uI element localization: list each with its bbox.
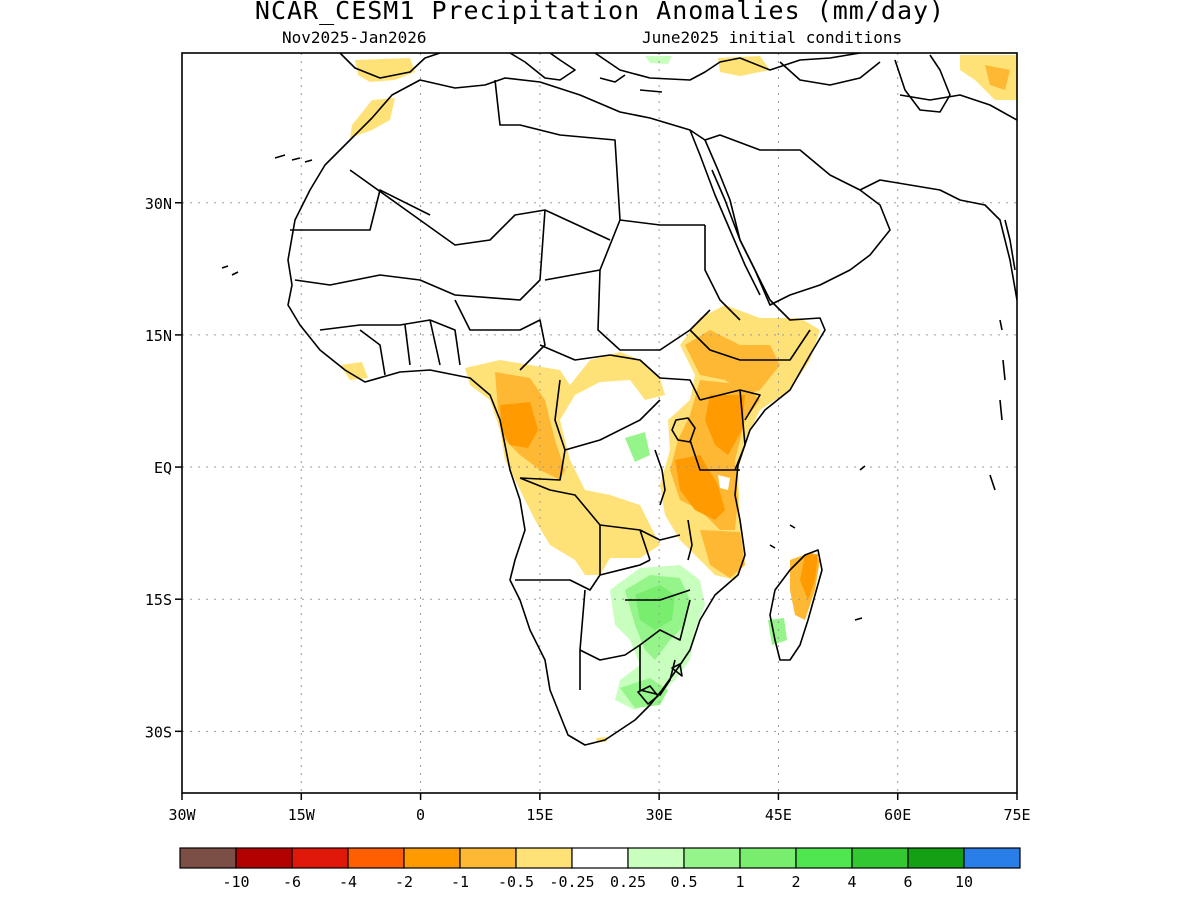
lesotho-border <box>637 685 659 705</box>
colorbar-swatch <box>515 847 573 869</box>
colorbar-swatch <box>459 847 517 869</box>
colorbar-swatch <box>683 847 741 869</box>
lake-malawi <box>687 519 693 561</box>
colorbar-label: 1 <box>735 873 744 891</box>
colorbar-swatch <box>795 847 853 869</box>
mediterranean-islands <box>599 74 663 93</box>
longitude-axis: 30W 15W 0 15E 30E 45E 60E 75E <box>168 793 1031 824</box>
colorbar-label: -6 <box>283 873 301 891</box>
latitude-axis: 30N 15N EQ 15S 30S <box>145 195 182 741</box>
anomaly-patch-guinea-coast <box>340 362 368 380</box>
arabia-coastline <box>704 134 891 306</box>
anomaly-patch-kenya-white <box>718 475 730 490</box>
anomaly-patch-zimbabwe-strong <box>635 585 675 630</box>
iran-north <box>899 94 1017 121</box>
map-gridlines <box>182 53 1017 793</box>
canary-islands <box>274 154 313 163</box>
colorbar-label: -0.25 <box>549 873 594 891</box>
lon-tick-label: 15W <box>288 806 316 824</box>
europe-coastline <box>339 53 441 79</box>
map-frame <box>181 52 1018 794</box>
coastlines <box>221 53 1017 746</box>
border-west-africa <box>319 299 546 376</box>
anomaly-shading <box>340 55 1017 742</box>
colorbar-swatch <box>627 847 685 869</box>
border-sahel <box>290 189 711 351</box>
lon-tick-label: 45E <box>765 806 792 824</box>
iran-coastline <box>859 179 1017 301</box>
colorbar-label: 4 <box>847 873 856 891</box>
colorbar-swatch <box>235 847 293 869</box>
colorbar-swatch <box>179 847 237 869</box>
colorbar-label: 10 <box>955 873 973 891</box>
anomaly-patch-iberia <box>355 58 415 82</box>
balkans-coastline <box>594 53 861 81</box>
anomaly-patch-balkans-green <box>645 56 672 64</box>
chart-title: NCAR_CESM1 Precipitation Anomalies (mm/d… <box>254 0 946 25</box>
border-angola-zambia <box>515 525 681 591</box>
anomaly-patch-madagascar-strong <box>800 554 818 600</box>
india-coast <box>1004 219 1016 271</box>
colorbar-label: 6 <box>903 873 912 891</box>
forecast-period: Nov2025-Jan2026 <box>282 28 427 47</box>
colorbar-label: -2 <box>395 873 413 891</box>
colorbar-label: -10 <box>222 873 249 891</box>
anomaly-patch-tanzania-strong <box>675 455 725 520</box>
anomaly-patch-south-africa-green <box>620 678 668 708</box>
lon-tick-label: 30E <box>646 806 673 824</box>
colorbar-swatch <box>851 847 909 869</box>
anomaly-patch-ethiopia-mid <box>685 330 780 395</box>
anomaly-patch-central-light <box>465 352 665 575</box>
anomaly-patch-drc-green <box>625 432 650 462</box>
lat-tick-label: 30S <box>145 723 172 741</box>
colorbar-label: 2 <box>791 873 800 891</box>
colorbar-label: 0.25 <box>610 873 646 891</box>
border-central-africa <box>519 344 701 561</box>
colorbar-swatch <box>739 847 797 869</box>
lat-tick-label: 30N <box>145 195 172 213</box>
border-southern-africa <box>579 589 691 696</box>
maldives <box>999 319 1006 421</box>
lon-tick-label: 0 <box>416 806 425 824</box>
initial-conditions: June2025 initial conditions <box>642 28 903 47</box>
colorbar-label: 0.5 <box>670 873 697 891</box>
swaziland-border <box>671 663 683 677</box>
cape-verde <box>221 265 239 276</box>
colorbar-swatch <box>571 847 629 869</box>
lat-tick-label: 15S <box>145 591 172 609</box>
seychelles-comoros <box>769 465 866 621</box>
lon-tick-label: 30W <box>168 806 196 824</box>
italy-coastline <box>509 53 576 81</box>
colorbar-labels: -10 -6 -4 -2 -1 -0.5 -0.25 0.25 0.5 1 2 4 6 10 <box>222 873 973 891</box>
anomaly-patch-mozambique-north <box>700 530 745 578</box>
colorbar-swatch <box>291 847 349 869</box>
colorbar-swatch <box>347 847 405 869</box>
lon-tick-label: 75E <box>1003 806 1030 824</box>
colorbar-swatch <box>963 847 1021 869</box>
lon-tick-label: 60E <box>884 806 911 824</box>
lat-tick-label: EQ <box>154 459 172 477</box>
colorbar-swatch <box>403 847 461 869</box>
madagascar-coastline <box>769 549 823 661</box>
colorbar <box>179 847 1021 869</box>
colorbar-label: -0.5 <box>498 873 534 891</box>
anomaly-patch-caspian-inner <box>985 65 1010 90</box>
anomaly-patch-gabon <box>500 402 538 448</box>
colorbar-label: -1 <box>451 873 469 891</box>
black-sea <box>779 61 881 86</box>
border-maghreb <box>349 79 705 246</box>
border-east-africa <box>689 225 811 471</box>
anomaly-patch-kenya-strong <box>705 395 745 455</box>
lon-tick-label: 15E <box>526 806 553 824</box>
mascarene <box>989 474 996 491</box>
lat-tick-label: 15N <box>145 327 172 345</box>
anomaly-patch-greece <box>718 56 770 76</box>
caspian-sea <box>894 54 951 113</box>
lake-tanganyika <box>654 449 666 506</box>
colorbar-label: -4 <box>339 873 357 891</box>
red-sea-west <box>689 129 761 296</box>
colorbar-swatch <box>907 847 965 869</box>
